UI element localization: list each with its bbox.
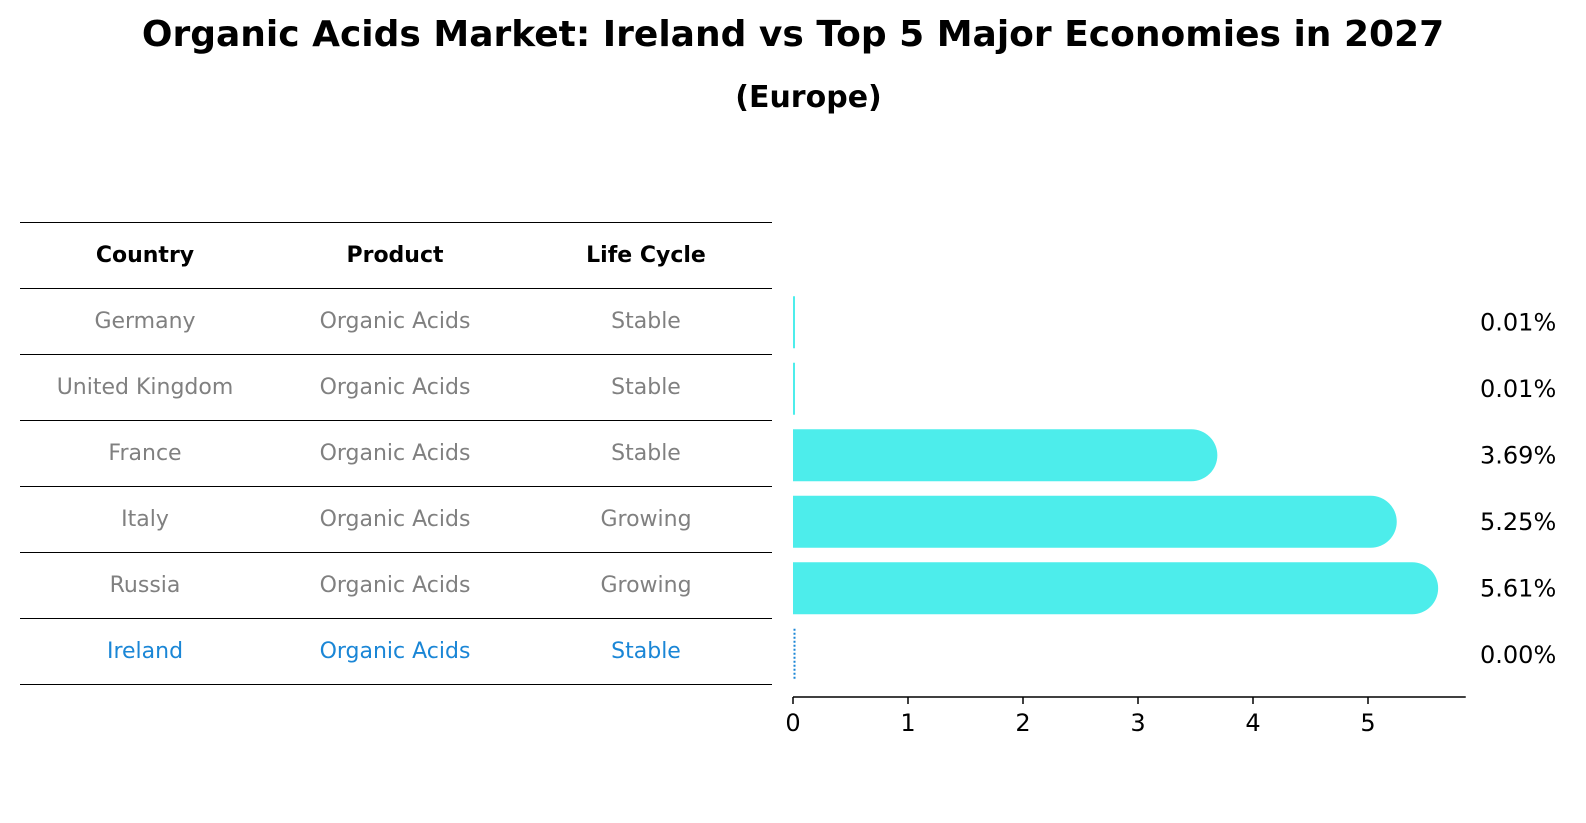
data-label: 3.69% [1480, 441, 1556, 469]
cell-life-cycle: Stable [520, 618, 772, 685]
column-header-country: Country [20, 222, 270, 289]
table-row: France Organic Acids Stable [20, 420, 772, 487]
cell-country: United Kingdom [20, 354, 270, 421]
table-row: Germany Organic Acids Stable [20, 288, 772, 355]
data-label: 0.01% [1480, 375, 1556, 403]
cell-country: Germany [20, 288, 270, 355]
bar-russia [793, 562, 1439, 615]
x-tick-label: 4 [1245, 709, 1260, 737]
column-header-product: Product [270, 222, 520, 289]
cell-life-cycle: Stable [520, 354, 772, 421]
cell-product: Organic Acids [270, 618, 520, 685]
table-row: Italy Organic Acids Growing [20, 486, 772, 553]
data-label: 5.25% [1480, 508, 1556, 536]
x-tick-label: 0 [785, 709, 800, 737]
cell-country: France [20, 420, 270, 487]
x-tick-label: 5 [1360, 709, 1375, 737]
cell-country: Italy [20, 486, 270, 553]
table-row: United Kingdom Organic Acids Stable [20, 354, 772, 421]
chart-title: Organic Acids Market: Ireland vs Top 5 M… [141, 14, 1445, 55]
x-tick-label: 2 [1015, 709, 1030, 737]
chart-subtitle: (Europe) [735, 80, 882, 115]
cell-product: Organic Acids [270, 552, 520, 619]
bar-united-kingdom [793, 362, 795, 415]
data-label: 5.61% [1480, 574, 1556, 602]
column-header-life-cycle: Life Cycle [520, 222, 772, 289]
cell-country: Russia [20, 552, 270, 619]
cell-life-cycle: Stable [520, 420, 772, 487]
bar-france [793, 429, 1218, 482]
x-tick-label: 3 [1130, 709, 1145, 737]
table-row: Russia Organic Acids Growing [20, 552, 772, 619]
cell-product: Organic Acids [270, 486, 520, 553]
data-label: 0.01% [1480, 308, 1556, 336]
x-tick-label: 1 [900, 709, 915, 737]
cell-product: Organic Acids [270, 354, 520, 421]
cell-life-cycle: Stable [520, 288, 772, 355]
cell-product: Organic Acids [270, 420, 520, 487]
cell-life-cycle: Growing [520, 552, 772, 619]
cell-product: Organic Acids [270, 288, 520, 355]
cell-life-cycle: Growing [520, 486, 772, 553]
data-label: 0.00% [1480, 641, 1556, 669]
bar-italy [793, 495, 1397, 548]
bar-germany [793, 296, 795, 349]
table-row-highlight: Ireland Organic Acids Stable [20, 618, 772, 685]
table-header-row: Country Product Life Cycle [20, 222, 772, 289]
cell-country: Ireland [20, 618, 270, 685]
data-table: Country Product Life Cycle Germany Organ… [20, 222, 772, 685]
